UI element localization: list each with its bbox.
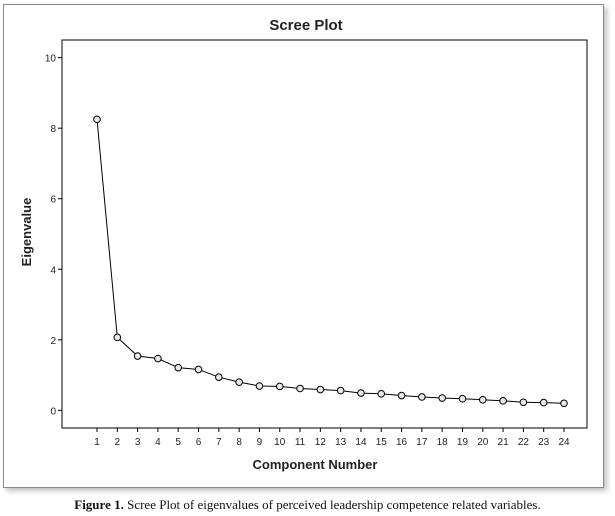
x-tick-label: 24 [558, 437, 570, 448]
x-tick-label: 20 [477, 437, 489, 448]
x-tick-label: 15 [376, 437, 388, 448]
data-point [154, 354, 162, 363]
x-tick-label: 7 [216, 437, 222, 448]
data-point [235, 378, 243, 386]
y-tick-label: 8 [50, 124, 56, 135]
x-tick-label: 9 [257, 437, 263, 448]
data-point [357, 389, 365, 397]
caption-text: Scree Plot of eigenvalues of perceived l… [123, 497, 541, 512]
y-tick-label: 2 [50, 336, 56, 347]
data-point [377, 389, 386, 398]
data-point [458, 394, 467, 403]
x-tick-label: 8 [236, 437, 242, 448]
x-axis-label: Component Number [253, 457, 378, 472]
x-tick-label: 22 [518, 437, 530, 448]
x-tick-label: 14 [355, 437, 367, 448]
data-point [194, 365, 203, 374]
data-point [174, 363, 183, 372]
x-tick-label: 10 [274, 437, 286, 448]
x-tick-label: 19 [457, 437, 469, 448]
data-point [255, 382, 264, 390]
x-tick-label: 4 [155, 437, 161, 448]
data-point [316, 385, 325, 394]
y-tick-label: 6 [50, 195, 56, 206]
x-tick-label: 16 [396, 437, 408, 448]
chart-title: Scree Plot [269, 17, 342, 34]
data-point [296, 384, 304, 393]
y-tick-label: 4 [50, 265, 56, 276]
y-axis-label: Eigenvalue [19, 198, 34, 267]
plot-area [61, 39, 588, 429]
x-tick-label: 17 [416, 437, 428, 448]
x-tick-label: 5 [175, 437, 181, 448]
data-points [93, 115, 568, 408]
x-tick-label: 2 [115, 437, 121, 448]
x-tick-label: 1 [94, 437, 100, 448]
data-point [133, 352, 142, 360]
caption-label: Figure 1. [74, 497, 124, 512]
y-tick-label: 0 [50, 406, 56, 417]
data-point [560, 399, 568, 408]
data-point [336, 386, 345, 395]
x-tick-label: 11 [295, 437, 306, 448]
x-tick-label: 13 [335, 437, 347, 448]
data-point [275, 382, 284, 391]
data-point [539, 398, 548, 407]
x-tick-label: 6 [196, 437, 202, 448]
figure-caption: Figure 1. Scree Plot of eigenvalues of p… [0, 497, 615, 513]
data-point [499, 397, 507, 405]
chart-frame [3, 4, 604, 488]
data-point [397, 391, 406, 400]
data-point [113, 333, 122, 342]
series-line [96, 119, 565, 404]
y-axis: 0 2 4 6 8 10 [45, 54, 62, 417]
x-tick-label: 12 [315, 437, 327, 448]
x-tick-label: 18 [437, 437, 449, 448]
x-tick-label: 23 [538, 437, 550, 448]
data-point [418, 393, 426, 401]
data-point [215, 373, 223, 382]
x-axis: 1 2 3 4 5 6 7 8 9 10 11 12 13 14 15 16 17 18 19 20 21 22 23 24 [94, 428, 570, 448]
data-point [438, 394, 446, 402]
y-tick-label: 10 [45, 54, 57, 65]
x-tick-label: 3 [135, 437, 141, 448]
data-point [478, 395, 487, 404]
data-point [93, 115, 101, 124]
x-tick-label: 21 [498, 437, 510, 448]
scree-plot: Scree Plot Component Number Eigenvalue 0… [19, 17, 588, 472]
data-point [519, 398, 528, 407]
